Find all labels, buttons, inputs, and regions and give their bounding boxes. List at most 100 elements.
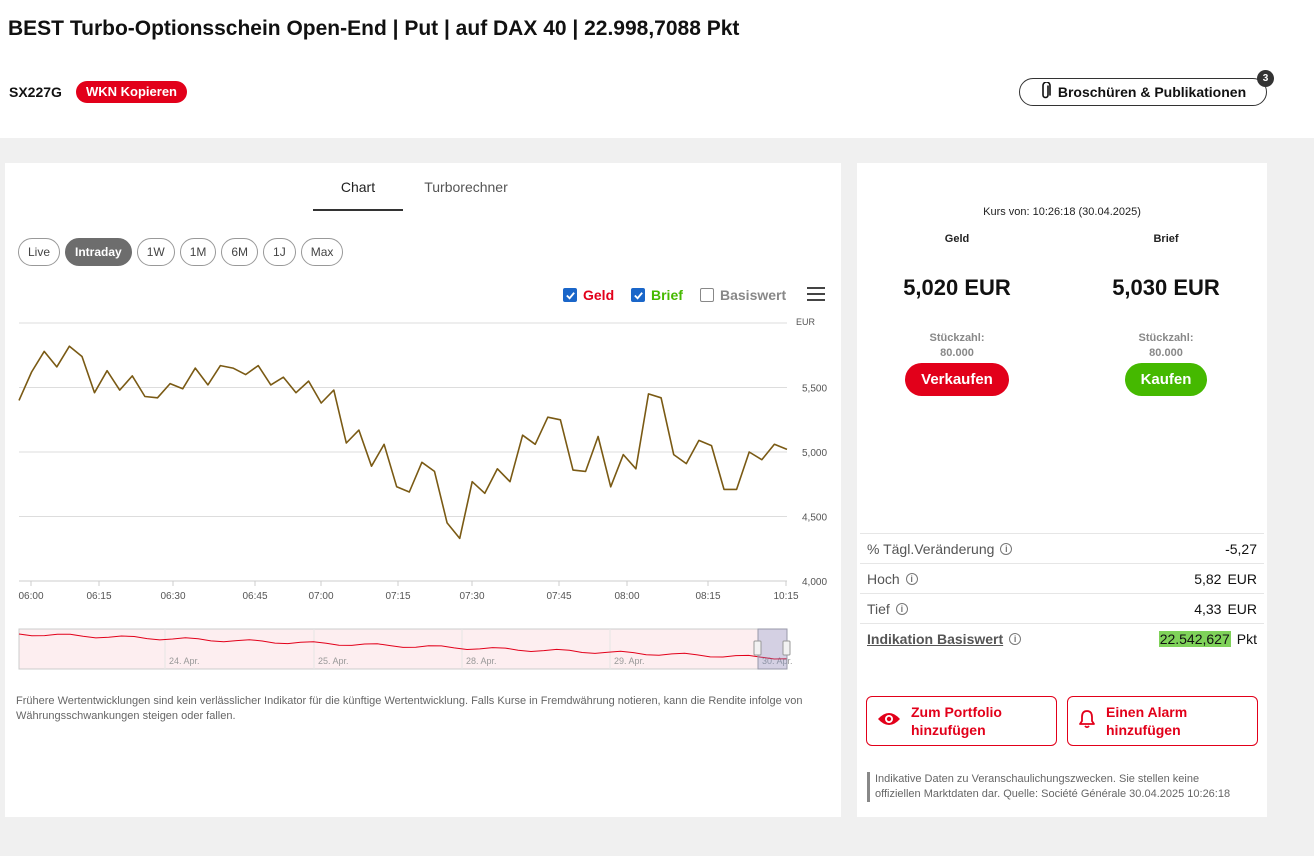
checkbox-checked-icon bbox=[631, 288, 645, 302]
checkbox-unchecked-icon bbox=[700, 288, 714, 302]
navigator-date-label: 24. Apr. bbox=[169, 656, 200, 666]
stat-label: % Tägl.Veränderung bbox=[867, 540, 995, 557]
underlying-link[interactable]: Indikation Basiswert bbox=[867, 630, 1004, 647]
x-tick-label: 06:00 bbox=[18, 591, 43, 602]
range-intraday-button[interactable]: Intraday bbox=[65, 238, 132, 266]
x-tick-label: 08:15 bbox=[695, 591, 720, 602]
brief-label: Brief bbox=[1153, 233, 1179, 245]
chart-tabs: Chart Turborechner bbox=[313, 175, 511, 211]
legend-basiswert-label: Basiswert bbox=[720, 287, 787, 303]
y-tick-label: 5,500 bbox=[802, 384, 827, 395]
wkn-copy-button[interactable]: WKN Kopieren bbox=[76, 81, 187, 103]
add-to-portfolio-button[interactable]: Zum Portfolio hinzufügen bbox=[866, 696, 1057, 746]
x-tick-label: 10:15 bbox=[773, 591, 798, 602]
page-header: BEST Turbo-Optionsschein Open-End | Put … bbox=[0, 0, 1314, 138]
range-1m-button[interactable]: 1M bbox=[179, 238, 217, 266]
legend-geld-label: Geld bbox=[583, 287, 615, 303]
range-6m-button[interactable]: 6M bbox=[221, 238, 259, 266]
x-tick-label: 06:45 bbox=[242, 591, 267, 602]
brief-column: Brief 5,030 EUR Stückzahl: 80.000 Kaufen bbox=[1076, 233, 1256, 396]
x-tick-label: 07:45 bbox=[546, 591, 571, 602]
checkbox-checked-icon bbox=[563, 288, 577, 302]
buy-button[interactable]: Kaufen bbox=[1124, 363, 1208, 396]
geld-label: Geld bbox=[944, 233, 970, 245]
geld-quantity-label: Stückzahl: bbox=[929, 332, 985, 344]
y-tick-label: 4,500 bbox=[802, 513, 827, 524]
geld-price: 5,020 EUR bbox=[903, 275, 1011, 300]
stat-row-high: Hoch i 5,82 EUR bbox=[860, 563, 1264, 593]
brief-price: 5,030 EUR bbox=[1112, 275, 1220, 300]
navigator-line bbox=[18, 633, 788, 660]
legend-basiswert-toggle[interactable]: Basiswert bbox=[700, 287, 786, 303]
brochures-count-badge: 3 bbox=[1257, 70, 1274, 87]
range-max-button[interactable]: Max bbox=[300, 238, 344, 266]
data-source-footnote: Indikative Daten zu Veranschaulichungszw… bbox=[867, 772, 1247, 802]
chart-panel: Chart Turborechner Live Intraday 1W 1M 6… bbox=[5, 163, 841, 817]
geld-column: Geld 5,020 EUR Stückzahl: 80.000 Verkauf… bbox=[867, 233, 1047, 396]
tab-chart[interactable]: Chart bbox=[313, 175, 403, 211]
stat-label: Tief bbox=[867, 600, 890, 617]
navigator-date-label: 28. Apr. bbox=[466, 656, 497, 666]
navigator-date-label: 29. Apr. bbox=[614, 656, 645, 666]
brief-quantity: 80.000 bbox=[1149, 347, 1183, 359]
x-tick-label: 07:15 bbox=[385, 591, 410, 602]
stat-row-change: % Tägl.Veränderung i -5,27 bbox=[860, 533, 1264, 563]
x-tick-label: 06:15 bbox=[86, 591, 111, 602]
brochures-button[interactable]: Broschüren & Publikationen 3 bbox=[1019, 70, 1274, 106]
y-tick-label: 4,000 bbox=[802, 577, 827, 588]
range-1j-button[interactable]: 1J bbox=[263, 238, 296, 266]
stat-unit: Pkt bbox=[1236, 630, 1257, 647]
quote-timestamp: Kurs von: 10:26:18 (30.04.2025) bbox=[983, 206, 1141, 218]
navigator-selection bbox=[757, 628, 788, 670]
info-icon[interactable]: i bbox=[1009, 632, 1022, 645]
legend-brief-label: Brief bbox=[651, 287, 683, 303]
bell-icon bbox=[1078, 709, 1096, 733]
legend-geld-toggle[interactable]: Geld bbox=[563, 287, 614, 303]
alarm-label: Einen Alarm hinzufügen bbox=[1106, 704, 1188, 738]
wkn-code: SX227G bbox=[9, 84, 62, 100]
range-live-button[interactable]: Live bbox=[18, 238, 61, 266]
add-alarm-button[interactable]: Einen Alarm hinzufügen bbox=[1067, 696, 1258, 746]
navigator-handle-right[interactable] bbox=[782, 640, 791, 656]
stat-value: 5,82 bbox=[1194, 570, 1222, 587]
portfolio-label: Zum Portfolio hinzufügen bbox=[911, 704, 1002, 738]
y-tick-label: 5,000 bbox=[802, 448, 827, 459]
stat-label: Hoch bbox=[867, 570, 900, 587]
geld-quantity: 80.000 bbox=[940, 347, 974, 359]
series-line-geld-brief bbox=[18, 345, 788, 540]
stat-row-low: Tief i 4,33 EUR bbox=[860, 593, 1264, 623]
y-axis-unit-label: EUR bbox=[796, 317, 816, 327]
x-tick-label: 07:30 bbox=[459, 591, 484, 602]
stat-unit: EUR bbox=[1227, 600, 1257, 617]
stat-value-highlighted: 22.542,627 bbox=[1158, 630, 1231, 647]
legend-brief-toggle[interactable]: Brief bbox=[631, 287, 683, 303]
navigator-date-label: 30. Apr. bbox=[762, 656, 793, 666]
info-icon[interactable]: i bbox=[895, 602, 908, 615]
x-tick-label: 07:00 bbox=[308, 591, 333, 602]
info-icon[interactable]: i bbox=[1000, 542, 1013, 555]
brief-quantity-label: Stückzahl: bbox=[1138, 332, 1194, 344]
navigator-background bbox=[18, 628, 788, 670]
price-chart: EUR 4,000 4,500 5,000 5,500 06:00 06:15 06:30 06… bbox=[18, 317, 827, 670]
tab-turborechner[interactable]: Turborechner bbox=[424, 179, 508, 195]
stat-row-underlying: Indikation Basiswert i 22.542,627 Pkt bbox=[860, 623, 1264, 653]
x-tick-label: 06:30 bbox=[160, 591, 185, 602]
x-tick-label: 08:00 bbox=[614, 591, 639, 602]
stat-unit: EUR bbox=[1227, 570, 1257, 587]
info-icon[interactable]: i bbox=[905, 572, 918, 585]
key-figures-table: % Tägl.Veränderung i -5,27 Hoch i 5,82 E… bbox=[860, 533, 1264, 653]
page-title: BEST Turbo-Optionsschein Open-End | Put … bbox=[8, 17, 740, 40]
stat-value: 4,33 bbox=[1194, 600, 1222, 617]
navigator-date-label: 25. Apr. bbox=[318, 656, 349, 666]
stat-value: -5,27 bbox=[1225, 540, 1257, 557]
eye-icon bbox=[877, 711, 901, 731]
navigator-handle-left[interactable] bbox=[753, 640, 762, 656]
sell-button[interactable]: Verkaufen bbox=[905, 363, 1009, 396]
quote-panel: Kurs von: 10:26:18 (30.04.2025) Geld 5,0… bbox=[857, 163, 1267, 817]
paperclip-icon bbox=[1040, 80, 1052, 103]
time-range-selector: Live Intraday 1W 1M 6M 1J Max bbox=[18, 238, 344, 266]
brochures-label: Broschüren & Publikationen bbox=[1057, 84, 1247, 100]
performance-disclaimer: Frühere Wertentwicklungen sind kein verl… bbox=[16, 695, 803, 722]
range-1w-button[interactable]: 1W bbox=[136, 238, 175, 266]
chart-menu-icon[interactable] bbox=[807, 287, 825, 301]
